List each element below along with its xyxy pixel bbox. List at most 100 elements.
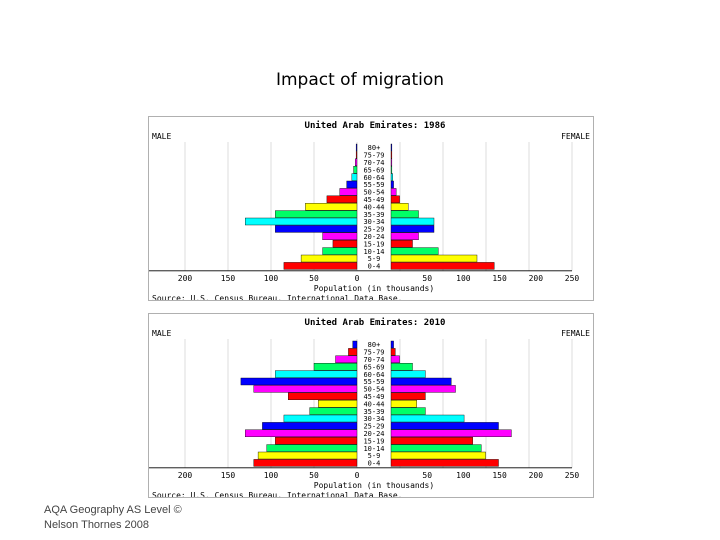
male-bar-75-79: [355, 151, 358, 159]
x-tick-label: 250: [565, 471, 580, 480]
male-bar-5-9: [300, 254, 358, 263]
age-label: 45-49: [363, 196, 384, 204]
footer-line-1: AQA Geography AS Level ©: [44, 504, 182, 516]
female-bar-65-69: [390, 363, 413, 371]
female-bar-10-14: [390, 444, 482, 452]
male-bar-20-24: [244, 429, 358, 438]
male-bar-45-49: [287, 392, 358, 401]
male-bar-20-24: [322, 232, 358, 241]
age-label-bg: [359, 262, 389, 270]
female-bar-35-39: [390, 210, 419, 218]
age-label: 25-29: [363, 423, 384, 431]
female-bar-60-64: [390, 370, 426, 378]
female-bar-70-74: [390, 158, 393, 166]
female-bar-45-49: [390, 195, 400, 204]
x-tick-label: 150: [221, 471, 236, 480]
age-label-bg: [359, 385, 389, 393]
female-bar-0-4: [390, 459, 499, 467]
male-bar-10-14: [266, 444, 358, 452]
source-note: Source: U.S. Census Bureau, Internationa…: [152, 491, 402, 497]
male-bar-50-54: [339, 188, 358, 196]
age-label: 45-49: [363, 393, 384, 401]
x-tick-label: 200: [178, 274, 193, 283]
x-tick-label: 0: [355, 471, 360, 480]
age-label-bg: [359, 348, 389, 356]
male-label: MALE: [152, 132, 171, 141]
age-label-bg: [359, 407, 389, 415]
age-label: 10-14: [363, 248, 384, 256]
male-bar-35-39: [309, 407, 358, 415]
female-bar-10-14: [390, 247, 439, 255]
age-label-bg: [359, 363, 389, 371]
x-tick-label: 250: [565, 274, 580, 283]
x-tick-label: 200: [178, 471, 193, 480]
x-tick-label: 150: [492, 274, 507, 283]
age-label: 15-19: [363, 240, 384, 248]
x-tick-label: 200: [529, 471, 544, 480]
male-bar-65-69: [353, 166, 358, 174]
male-bar-30-34: [283, 414, 358, 423]
male-bar-30-34: [244, 217, 358, 226]
age-label-bg: [359, 429, 389, 437]
age-label-bg: [359, 166, 389, 174]
female-bar-5-9: [390, 451, 486, 460]
age-label: 50-54: [363, 386, 384, 394]
male-bar-25-29: [262, 422, 358, 430]
age-label: 10-14: [363, 445, 384, 453]
female-bar-35-39: [390, 407, 426, 415]
age-label: 80+: [368, 341, 381, 349]
female-bar-55-59: [390, 180, 394, 189]
female-bar-30-34: [390, 414, 465, 423]
female-bar-65-69: [390, 166, 393, 174]
male-bar-0-4: [283, 262, 358, 270]
age-label: 40-44: [363, 203, 384, 211]
x-tick-label: 200: [529, 274, 544, 283]
x-tick-label: 150: [221, 274, 236, 283]
age-label-bg: [359, 144, 389, 151]
x-tick-label: 100: [264, 274, 279, 283]
female-bar-50-54: [390, 385, 456, 393]
age-label-bg: [359, 255, 389, 262]
age-label: 5-9: [368, 452, 381, 460]
male-bar-40-44: [318, 399, 358, 408]
age-label-bg: [359, 240, 389, 248]
pyramid-title: United Arab Emirates: 2010: [305, 317, 446, 328]
age-label-bg: [359, 378, 389, 385]
age-label: 55-59: [363, 378, 384, 386]
male-bar-10-14: [322, 247, 358, 255]
female-bar-0-4: [390, 262, 495, 270]
male-bar-40-44: [305, 202, 358, 211]
female-bar-80+: [390, 340, 394, 349]
slide-footer: AQA Geography AS Level © Nelson Thornes …: [44, 503, 182, 533]
male-bar-60-64: [351, 173, 358, 181]
male-bar-0-4: [253, 459, 358, 467]
x-tick-label: 100: [456, 274, 471, 283]
age-label: 65-69: [363, 166, 384, 174]
age-label-bg: [359, 444, 389, 452]
age-label-bg: [359, 203, 389, 211]
age-label: 30-34: [363, 415, 384, 423]
x-tick-label: 50: [422, 471, 432, 480]
male-bar-5-9: [257, 451, 358, 460]
age-label: 35-39: [363, 408, 384, 416]
female-bar-15-19: [390, 436, 473, 445]
female-bar-75-79: [390, 348, 396, 356]
population-pyramid-2010: United Arab Emirates: 2010 MALE FEMALE 0-4 5…: [148, 313, 594, 498]
age-label-bg: [359, 422, 389, 430]
female-bar-5-9: [390, 254, 478, 263]
footer-line-2: Nelson Thornes 2008: [44, 519, 149, 531]
male-bar-15-19: [332, 239, 358, 248]
pyramid-title: United Arab Emirates: 1986: [305, 120, 446, 131]
male-bar-60-64: [275, 370, 358, 378]
male-bar-80+: [355, 143, 358, 152]
female-label: FEMALE: [561, 132, 590, 141]
age-label-bg: [359, 341, 389, 348]
age-label: 70-74: [363, 159, 384, 167]
age-label-bg: [359, 218, 389, 225]
age-label: 30-34: [363, 218, 384, 226]
age-label: 75-79: [363, 349, 384, 357]
female-bar-80+: [390, 143, 393, 152]
male-bar-75-79: [348, 348, 358, 356]
age-label: 20-24: [363, 430, 384, 438]
